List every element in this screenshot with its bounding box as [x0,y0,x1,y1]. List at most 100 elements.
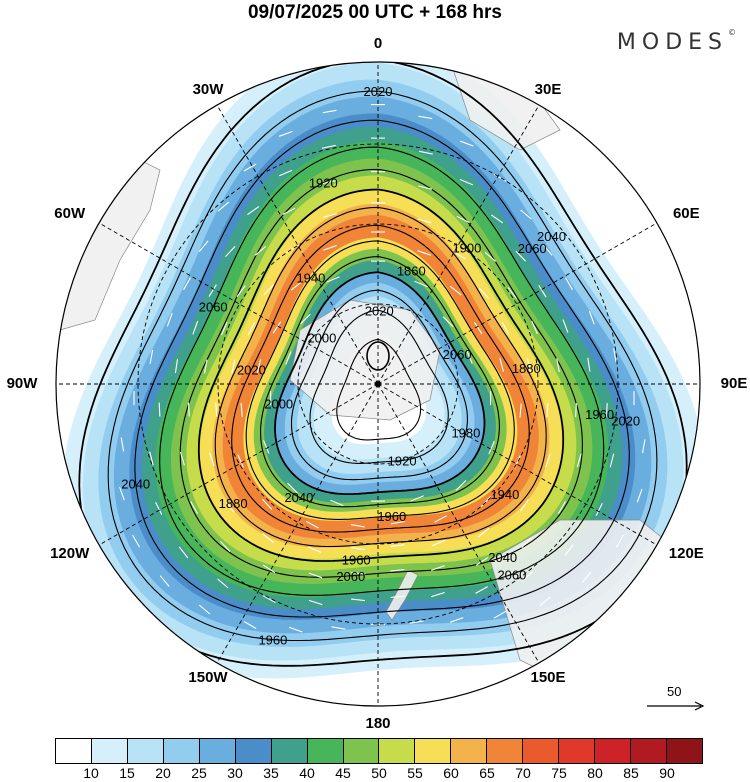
longitude-label-150w: 150W [188,669,228,687]
wind-arrow [575,403,577,418]
longitude-label-90e: 90E [720,375,748,392]
wind-arrow [460,140,474,147]
wind-arrow [390,568,405,572]
wind-arrow [305,520,319,529]
wind-arrow [220,321,228,336]
wind-arrow [225,500,235,513]
wind-arrow [515,250,526,262]
contour-label: 2020 [237,363,266,378]
contour-line [231,224,530,533]
colorbar-tick-label: 35 [263,765,279,781]
wind-arrow [499,358,504,372]
wind-arrow [414,280,428,288]
wind-arrow [307,546,322,553]
wind-arrow [519,403,522,418]
wind-arrow [278,130,293,137]
colorbar-tick-label: 85 [623,765,639,781]
colorbar-tick-label: 15 [119,765,135,781]
colorbar-swatch [307,739,344,763]
wind-arrow [240,402,243,418]
colorbar-swatch [666,739,702,763]
wind-arrow [247,206,260,216]
wind-arrow [565,277,573,291]
wind-arrow [484,251,497,262]
wind-arrow [166,312,173,327]
colorbar-tick-label: 70 [515,765,531,781]
wind-arrow [616,534,624,548]
colorbar-tick-label: 75 [551,765,567,781]
colorbar-swatch [451,739,488,763]
wind-arrow [576,453,582,468]
contour-line [197,188,565,562]
wind-arrow [300,313,311,325]
wind-arrow [390,544,405,548]
contour-label: 2060 [443,347,472,362]
brand-logo: MODES© [617,28,736,55]
wind-arrow [119,486,125,501]
colorbar-swatch [91,739,128,763]
contour-label: 2040 [488,550,517,565]
wind-arrow [237,454,244,468]
colorbar-swatch [235,739,272,763]
wind-arrow [417,250,431,256]
wind-arrow [538,285,547,298]
land-antarctica [289,299,441,421]
longitude-label-120w: 120W [50,545,90,562]
contour-label: 2000 [307,331,336,346]
wind-arrow [501,321,510,335]
contour-label: 1860 [397,264,426,279]
wind-arrow [409,620,424,624]
wind-arrow [490,214,504,224]
wind-arrow [507,287,517,299]
wind-arrow [473,321,483,335]
wind-arrow [254,245,267,256]
wind-arrow [351,547,366,551]
wind-arrow [178,546,189,559]
wind-arrow [215,402,218,417]
wind-arrow [475,557,489,566]
contour-line [245,240,515,520]
wind-arrow [262,533,274,543]
reference-arrow-icon [647,701,705,711]
wind-arrow [187,402,190,417]
colorbar-tick-label: 65 [479,765,495,781]
meridian-line [377,383,540,664]
wind-arrow [256,359,262,374]
wind-arrow [449,285,462,296]
contour-label: 2040 [537,229,566,244]
colorbar [55,738,703,764]
wind-arrow [323,213,337,218]
wind-arrow [290,281,303,291]
colorbar-swatch [631,739,667,763]
contour-label: 2060 [336,569,365,584]
wind-arrow [466,350,473,364]
wind-arrow [120,437,125,452]
latitude-circle [217,223,539,545]
wind-arrow [453,251,466,260]
longitude-label-150e: 150E [530,669,566,687]
wind-arrow [587,357,591,372]
colorbar-swatch [559,739,596,763]
contour-label: 2040 [284,490,313,505]
colorbar-tick-label: 55 [407,765,423,781]
wind-arrow [243,163,257,172]
contour-label: 2020 [364,84,393,99]
graticule [56,62,700,706]
wind-arrow [262,564,276,574]
wind-arrow [475,586,488,594]
map-disk [56,62,700,706]
wind-arrow [321,144,336,149]
wind-arrow [641,439,646,454]
wind-arrow [459,178,474,186]
wind-vectors [119,104,646,633]
wind-arrow [390,595,405,598]
wind-arrow [434,515,447,523]
wind-arrow [609,453,615,468]
longitude-label-90w: 90W [6,375,38,392]
reference-vector: 50 [645,682,707,712]
land-masses [59,62,691,701]
meridian-line [216,104,379,385]
contour-label: 2060 [518,241,547,256]
colorbar-swatch [595,739,631,763]
colorbar-tick-label: 25 [191,765,207,781]
